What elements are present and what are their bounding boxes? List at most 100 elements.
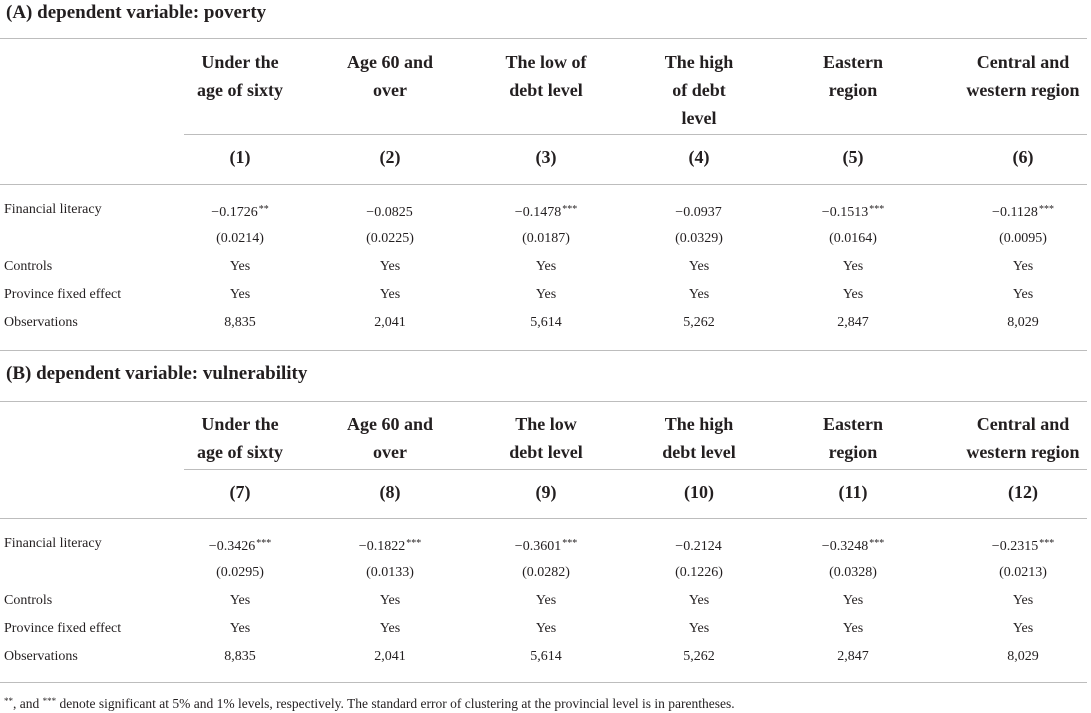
panel-a-colnum-6: (6)	[1012, 147, 1034, 167]
panel-b-row-label-controls: Controls	[4, 593, 53, 608]
panel-b-se-7: (0.0295)	[216, 565, 264, 580]
panel-a-se-2: (0.0225)	[366, 231, 414, 246]
panel-b-row-label-observations: Observations	[4, 649, 78, 664]
panel-b-header-rule	[184, 469, 1087, 470]
panel-b-colnum-8: (8)	[379, 482, 401, 502]
panel-a-obs-3: 5,614	[530, 315, 562, 330]
panel-b-obs-7: 8,835	[224, 649, 256, 664]
panel-b-province-8: Yes	[379, 621, 401, 636]
panel-a-province-3: Yes	[535, 287, 557, 302]
panel-a-colnum-5: (5)	[842, 147, 864, 167]
panel-a-se-3: (0.0187)	[522, 231, 570, 246]
panel-b-row-label-financial-literacy: Financial literacy	[4, 536, 102, 551]
panel-b-coef-11: −0.3248***	[821, 538, 885, 554]
panel-a-header-1: Under the age of sixty	[197, 52, 283, 100]
panel-a-row-label-observations: Observations	[4, 315, 78, 330]
panel-a-coef-2: −0.0825	[366, 205, 413, 220]
panel-b-province-10: Yes	[688, 621, 710, 636]
panel-a-title: (A) dependent variable: poverty	[6, 2, 267, 23]
panel-a-header-rule	[184, 134, 1087, 135]
panel-a-province-1: Yes	[229, 287, 251, 302]
panel-a-controls-1: Yes	[229, 259, 251, 274]
panel-b-obs-11: 2,847	[837, 649, 869, 664]
panel-a-coef-6: −0.1128***	[992, 204, 1054, 220]
panel-b-province-7: Yes	[229, 621, 251, 636]
panel-a-controls-3: Yes	[535, 259, 557, 274]
panel-b-title: (B) dependent variable: vulnerability	[6, 363, 308, 384]
panel-a-bottom-rule	[0, 350, 1087, 351]
panel-a-row-label-controls: Controls	[4, 259, 53, 274]
panel-a-obs-5: 2,847	[837, 315, 869, 330]
panel-b-header-5: Eastern region	[823, 414, 883, 462]
panel-b-se-9: (0.0282)	[522, 565, 570, 580]
panel-a-obs-1: 8,835	[224, 315, 256, 330]
panel-b-se-11: (0.0328)	[829, 565, 877, 580]
panel-a-header-2: Age 60 and over	[346, 52, 433, 100]
panel-a-coef-5: −0.1513***	[821, 204, 885, 220]
panel-a-province-2: Yes	[379, 287, 401, 302]
panel-a-colnum-4: (4)	[688, 147, 710, 167]
panel-a-controls-4: Yes	[688, 259, 710, 274]
panel-b-controls-10: Yes	[688, 593, 710, 608]
panel-a-province-6: Yes	[1012, 287, 1034, 302]
panel-a-row-label-financial-literacy: Financial literacy	[4, 202, 102, 217]
panel-b-header-1: Under the age of sixty	[197, 414, 283, 462]
panel-a-mid-rule	[0, 184, 1087, 185]
panel-b-controls-8: Yes	[379, 593, 401, 608]
panel-a-header-4: The high of debt level	[664, 52, 734, 128]
panel-b-colnum-7: (7)	[229, 482, 251, 502]
panel-b-controls-12: Yes	[1012, 593, 1034, 608]
table-footnote: **, and *** denote significant at 5% and…	[4, 696, 735, 711]
panel-a-obs-4: 5,262	[683, 315, 715, 330]
panel-a-coef-4: −0.0937	[675, 205, 722, 220]
panel-b-top-rule	[0, 401, 1087, 402]
panel-a-header-3: The low of debt level	[505, 52, 587, 100]
panel-a-row-label-province: Province fixed effect	[4, 287, 122, 302]
panel-b-header-6: Central and western region	[966, 414, 1080, 462]
panel-a-province-5: Yes	[842, 287, 864, 302]
panel-a-se-5: (0.0164)	[829, 231, 877, 246]
panel-b-obs-10: 5,262	[683, 649, 715, 664]
panel-b-obs-12: 8,029	[1007, 649, 1039, 664]
panel-b-colnum-9: (9)	[535, 482, 557, 502]
panel-a-top-rule	[0, 38, 1087, 39]
panel-b-controls-11: Yes	[842, 593, 864, 608]
panel-b-coef-10: −0.2124	[675, 539, 722, 554]
panel-a-header-6: Central and western region	[966, 52, 1080, 100]
panel-b-header-2: Age 60 and over	[346, 414, 433, 462]
panel-b-mid-rule	[0, 518, 1087, 519]
panel-a-coef-3: −0.1478***	[514, 204, 578, 220]
panel-b-province-12: Yes	[1012, 621, 1034, 636]
panel-b-bottom-rule	[0, 682, 1087, 683]
panel-b-colnum-12: (12)	[1008, 482, 1038, 502]
panel-a-colnum-2: (2)	[379, 147, 401, 167]
panel-a-controls-2: Yes	[379, 259, 401, 274]
panel-a-colnum-1: (1)	[229, 147, 251, 167]
panel-b-se-8: (0.0133)	[366, 565, 414, 580]
panel-a-se-1: (0.0214)	[216, 231, 264, 246]
panel-a-obs-6: 8,029	[1007, 315, 1039, 330]
panel-a-se-6: (0.0095)	[999, 231, 1047, 246]
panel-a-colnum-3: (3)	[535, 147, 557, 167]
panel-b-header-4: The high debt level	[662, 414, 736, 462]
panel-b-obs-9: 5,614	[530, 649, 562, 664]
panel-a-coef-1: −0.1726**	[211, 204, 269, 220]
panel-a-controls-6: Yes	[1012, 259, 1034, 274]
panel-b-controls-7: Yes	[229, 593, 251, 608]
panel-b-province-11: Yes	[842, 621, 864, 636]
panel-b-colnum-11: (11)	[838, 482, 868, 502]
panel-b-coef-7: −0.3426***	[208, 538, 272, 554]
panel-a-controls-5: Yes	[842, 259, 864, 274]
panel-b-coef-8: −0.1822***	[358, 538, 422, 554]
panel-b-controls-9: Yes	[535, 593, 557, 608]
panel-b-row-label-province: Province fixed effect	[4, 621, 122, 636]
panel-a-header-5: Eastern region	[823, 52, 883, 100]
panel-a-obs-2: 2,041	[374, 315, 406, 330]
panel-b-obs-8: 2,041	[374, 649, 406, 664]
panel-b-colnum-10: (10)	[684, 482, 714, 502]
panel-b-header-3: The low debt level	[509, 414, 583, 462]
panel-b-province-9: Yes	[535, 621, 557, 636]
panel-b-coef-12: −0.2315***	[991, 538, 1055, 554]
panel-a-province-4: Yes	[688, 287, 710, 302]
panel-a-se-4: (0.0329)	[675, 231, 723, 246]
